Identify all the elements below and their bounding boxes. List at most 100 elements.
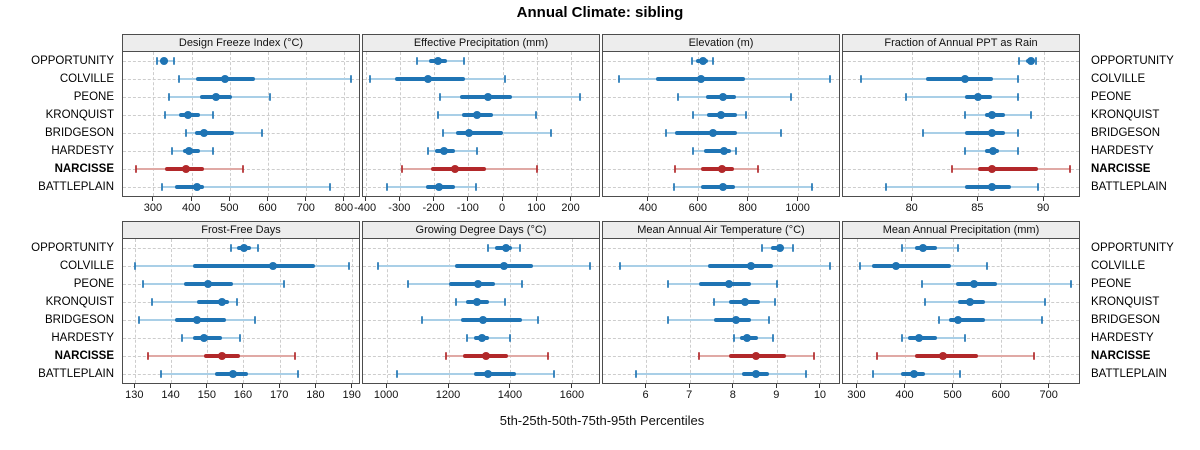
whisker-cap: [767, 316, 770, 324]
median-dot: [473, 280, 482, 288]
axis-tick-label: 800: [738, 202, 757, 214]
median-dot: [987, 129, 996, 137]
gridline-vertical: [306, 52, 308, 196]
median-dot: [477, 334, 486, 342]
axis-tick: [190, 197, 192, 201]
site-label-right: COLVILLE: [1091, 73, 1146, 85]
axis-tick: [1000, 384, 1002, 388]
median-dot: [775, 244, 784, 252]
axis-tick-label: 400: [181, 202, 201, 214]
x-axis: 80 85 90: [842, 197, 1080, 219]
gridline-vertical: [648, 52, 650, 196]
whisker-cap: [552, 370, 555, 378]
median-dot: [200, 129, 209, 137]
whisker-cap: [691, 111, 694, 119]
axis-tick-label: 400: [895, 389, 914, 401]
site-label-left: PEONE: [73, 278, 114, 290]
gridline-vertical: [207, 239, 209, 383]
gridline-vertical: [434, 52, 436, 196]
median-dot: [718, 93, 727, 101]
median-dot: [961, 75, 970, 83]
gridline-vertical: [468, 52, 470, 196]
median-dot: [218, 352, 227, 360]
axis-tick-label: 7: [686, 389, 693, 401]
whisker-cap: [774, 298, 777, 306]
axis-tick-label: 1000: [785, 202, 810, 214]
gridline-vertical: [1001, 239, 1003, 383]
whisker-cap: [465, 334, 468, 342]
axis-tick-label: -400: [354, 202, 377, 214]
site-label-left: BRIDGESON: [44, 127, 114, 139]
whisker-cap: [427, 147, 430, 155]
whisker-cap: [181, 334, 184, 342]
gridline-vertical: [315, 239, 317, 383]
whisker-cap: [1043, 298, 1046, 306]
whisker-cap: [959, 370, 962, 378]
median-dot: [987, 111, 996, 119]
gridline-row: [843, 150, 1079, 152]
site-label-right: BRIDGESON: [1091, 314, 1161, 326]
whisker-cap: [676, 93, 679, 101]
gridline-row: [843, 114, 1079, 116]
median-dot: [433, 57, 442, 65]
axis-tick-label: 300: [143, 202, 163, 214]
site-label-left: HARDESTY: [51, 332, 114, 344]
median-dot: [751, 370, 760, 378]
median-dot: [483, 370, 492, 378]
axis-tick: [570, 197, 572, 201]
median-dot: [483, 93, 492, 101]
iqr-bar-25-75: [196, 300, 230, 304]
axis-tick: [133, 384, 135, 388]
axis-tick: [1048, 384, 1050, 388]
median-dot: [717, 111, 726, 119]
whisker-cap: [297, 370, 300, 378]
site-label-right: HARDESTY: [1091, 145, 1154, 157]
whisker-cap: [619, 262, 622, 270]
axis-tick-label: -100: [456, 202, 479, 214]
axis-tick: [855, 384, 857, 388]
median-dot: [268, 262, 277, 270]
median-dot: [939, 352, 948, 360]
whisker-cap: [937, 316, 940, 324]
whisker-cap: [329, 183, 332, 191]
median-dot: [239, 244, 248, 252]
whisker-cap: [872, 370, 875, 378]
whisker-cap: [261, 129, 264, 137]
panel-strip: Elevation (m): [602, 34, 840, 52]
axis-tick: [242, 384, 244, 388]
x-axis: 300 400 500 600 700 800: [122, 197, 360, 219]
axis-tick: [385, 384, 387, 388]
axis-tick-label: 1400: [497, 389, 523, 401]
axis-tick-label: 6: [642, 389, 649, 401]
panel-mean-annual-precipitation-mm: [842, 239, 1080, 384]
iqr-bar-25-75: [195, 131, 235, 135]
site-label-left: OPPORTUNITY: [31, 242, 114, 254]
median-dot: [720, 147, 729, 155]
axis-tick-label: 85: [971, 202, 984, 214]
whisker-5-95: [924, 301, 1045, 303]
axis-tick: [571, 384, 573, 388]
panel-effective-precipitation-mm: [362, 52, 600, 197]
gridline-vertical: [399, 52, 401, 196]
whisker-cap: [436, 111, 439, 119]
whisker-cap: [951, 165, 954, 173]
median-dot: [185, 147, 194, 155]
axis-tick-label: 170: [270, 389, 289, 401]
median-dot: [184, 111, 193, 119]
iqr-bar-25-75: [675, 131, 738, 135]
axis-tick-label: -300: [388, 202, 411, 214]
whisker-5-95: [906, 96, 1018, 98]
gridline-vertical: [386, 239, 388, 383]
whisker-cap: [239, 334, 242, 342]
gridline-row: [603, 337, 839, 339]
whisker-cap: [235, 298, 238, 306]
whisker-cap: [776, 280, 779, 288]
axis-tick: [433, 197, 435, 201]
whisker-cap: [168, 93, 171, 101]
median-dot: [725, 280, 734, 288]
whisker-cap: [368, 75, 371, 83]
median-dot: [954, 316, 963, 324]
whisker-5-95: [922, 283, 1072, 285]
whisker-cap: [257, 244, 260, 252]
gridline-row: [123, 114, 359, 116]
